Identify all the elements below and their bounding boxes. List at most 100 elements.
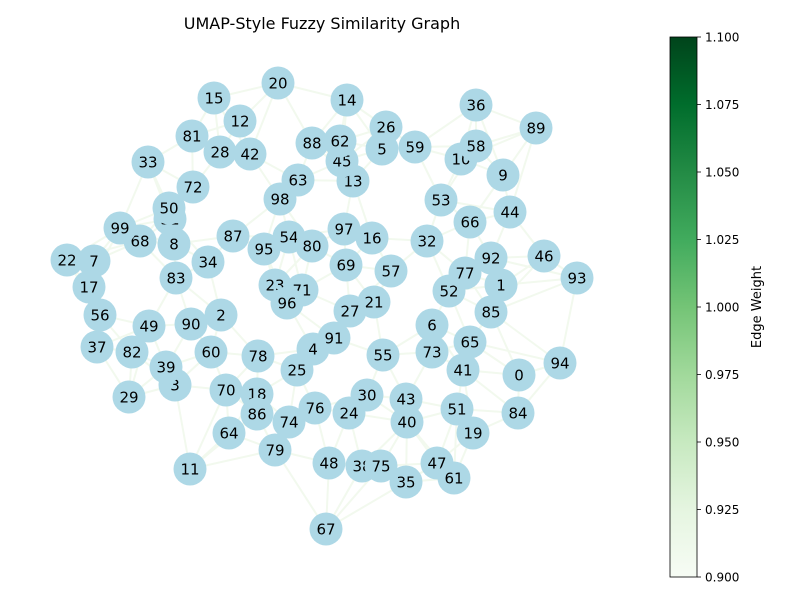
node-label: 22 xyxy=(57,252,76,270)
colorbar-tick-label: 1.025 xyxy=(705,233,739,247)
graph-node: 99 xyxy=(103,211,137,245)
node-label: 39 xyxy=(156,359,175,377)
node-circle xyxy=(191,245,225,279)
node-label: 7 xyxy=(89,253,99,271)
node-label: 72 xyxy=(183,179,202,197)
node-label: 99 xyxy=(110,220,129,238)
graph-node: 19 xyxy=(456,416,490,450)
node-label: 77 xyxy=(455,265,474,283)
node-label: 24 xyxy=(339,405,358,423)
colorbar-tick-label: 1.000 xyxy=(705,301,739,315)
graph-node: 64 xyxy=(212,416,246,450)
node-label: 35 xyxy=(396,474,415,492)
node-label: 66 xyxy=(460,214,479,232)
node-circle xyxy=(437,461,471,495)
graph-node: 76 xyxy=(298,391,332,425)
graph-node: 53 xyxy=(424,183,458,217)
node-label: 5 xyxy=(377,141,387,159)
graph-node: 93 xyxy=(560,261,594,295)
node-label: 56 xyxy=(90,307,109,325)
node-circle xyxy=(295,229,329,263)
node-label: 85 xyxy=(481,304,500,322)
node-label: 67 xyxy=(316,521,335,539)
node-label: 33 xyxy=(138,154,157,172)
node-label: 17 xyxy=(79,279,98,297)
graph-node: 0 xyxy=(502,358,536,392)
node-circle xyxy=(309,512,343,546)
node-label: 83 xyxy=(166,270,185,288)
node-circle xyxy=(112,380,146,414)
graph-node: 15 xyxy=(197,81,231,115)
node-circle xyxy=(369,110,403,144)
graph-node: 37 xyxy=(80,330,114,364)
node-circle xyxy=(247,232,281,266)
graph-node: 83 xyxy=(159,261,193,295)
node-circle xyxy=(50,243,84,277)
graph-node: 95 xyxy=(247,232,281,266)
node-circle xyxy=(176,170,210,204)
graph-node: 29 xyxy=(112,380,146,414)
node-circle xyxy=(312,446,346,480)
node-label: 21 xyxy=(364,294,383,312)
node-circle xyxy=(131,145,165,179)
node-circle xyxy=(115,335,149,369)
node-circle xyxy=(527,239,561,273)
node-circle xyxy=(204,298,238,332)
graph-node: 39 xyxy=(149,350,183,384)
node-circle xyxy=(453,205,487,239)
graph-node: 22 xyxy=(50,243,84,277)
graph-node: 56 xyxy=(83,298,117,332)
node-label: 16 xyxy=(362,230,381,248)
node-circle xyxy=(263,182,297,216)
node-label: 92 xyxy=(481,250,500,268)
node-label: 97 xyxy=(334,221,353,239)
graph-node: 36 xyxy=(459,88,493,122)
colorbar-tick-label: 0.975 xyxy=(705,368,739,382)
node-label: 65 xyxy=(460,334,479,352)
graph-node: 87 xyxy=(216,219,250,253)
node-label: 14 xyxy=(337,92,356,110)
node-circle xyxy=(543,346,577,380)
graph-node: 1 xyxy=(484,268,518,302)
node-label: 43 xyxy=(396,391,415,409)
graph-node: 97 xyxy=(327,212,361,246)
node-label: 9 xyxy=(498,167,508,185)
node-label: 63 xyxy=(288,172,307,190)
node-label: 62 xyxy=(330,133,349,151)
node-label: 52 xyxy=(439,283,458,301)
graph-node: 59 xyxy=(398,130,432,164)
graph-node: 92 xyxy=(474,241,508,275)
node-label: 73 xyxy=(422,344,441,362)
colorbar-tick-label: 0.900 xyxy=(705,571,739,585)
node-circle xyxy=(474,295,508,329)
node-circle xyxy=(83,298,117,332)
node-label: 94 xyxy=(550,355,569,373)
graph-node: 73 xyxy=(415,335,449,369)
node-label: 40 xyxy=(397,414,416,432)
graph-node: 6 xyxy=(415,308,449,342)
colorbar-tick-label: 1.075 xyxy=(705,98,739,112)
node-circle xyxy=(446,353,480,387)
node-circle xyxy=(493,195,527,229)
node-circle xyxy=(560,261,594,295)
node-label: 26 xyxy=(376,119,395,137)
node-circle xyxy=(317,321,351,355)
graph-node: 89 xyxy=(519,111,553,145)
graph-node: 2 xyxy=(204,298,238,332)
node-label: 79 xyxy=(265,442,284,460)
graph-node: 43 xyxy=(389,382,423,416)
node-label: 75 xyxy=(371,458,390,476)
graph-node: 82 xyxy=(115,335,149,369)
graph-node: 57 xyxy=(374,254,408,288)
node-circle xyxy=(424,183,458,217)
node-circle xyxy=(374,254,408,288)
node-label: 12 xyxy=(230,113,249,131)
node-label: 59 xyxy=(405,139,424,157)
node-circle xyxy=(364,449,398,483)
node-label: 3 xyxy=(170,377,180,395)
node-label: 11 xyxy=(180,461,199,479)
graph-node: 25 xyxy=(280,353,314,387)
graph-node: 7 xyxy=(77,244,111,278)
node-label: 1 xyxy=(496,277,506,295)
node-circle xyxy=(350,378,384,412)
